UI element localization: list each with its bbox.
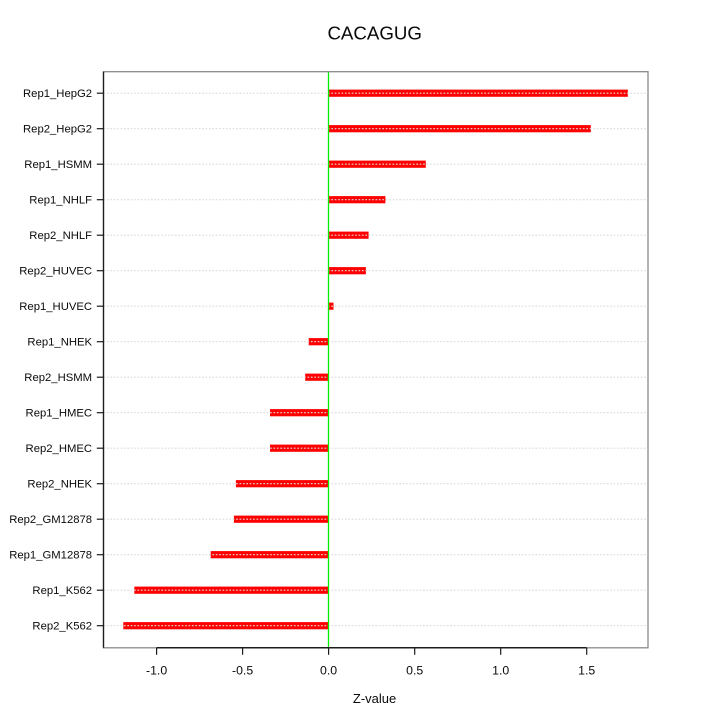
svg-text:Rep1_HSMM: Rep1_HSMM [24, 159, 92, 171]
svg-text:1.5: 1.5 [578, 664, 595, 678]
svg-text:Rep1_NHLF: Rep1_NHLF [29, 194, 92, 206]
svg-text:-1.0: -1.0 [146, 664, 167, 678]
svg-text:Rep2_NHLF: Rep2_NHLF [29, 230, 92, 242]
svg-text:Rep1_GM12878: Rep1_GM12878 [9, 549, 92, 561]
svg-text:Rep2_GM12878: Rep2_GM12878 [9, 514, 92, 526]
svg-text:1.0: 1.0 [492, 664, 509, 678]
svg-text:Rep2_K562: Rep2_K562 [32, 620, 92, 632]
svg-text:Rep1_K562: Rep1_K562 [32, 585, 92, 597]
svg-text:Rep2_NHEK: Rep2_NHEK [27, 478, 92, 490]
svg-text:Rep2_HUVEC: Rep2_HUVEC [19, 265, 92, 277]
svg-text:Rep1_HUVEC: Rep1_HUVEC [19, 301, 92, 313]
svg-text:Rep1_HMEC: Rep1_HMEC [26, 407, 93, 419]
svg-text:Rep2_HSMM: Rep2_HSMM [24, 372, 92, 384]
svg-text:-0.5: -0.5 [232, 664, 253, 678]
svg-text:0.5: 0.5 [406, 664, 423, 678]
svg-text:Rep2_HMEC: Rep2_HMEC [26, 443, 93, 455]
svg-text:Rep1_NHEK: Rep1_NHEK [27, 336, 92, 348]
svg-text:0.0: 0.0 [320, 664, 337, 678]
svg-text:Rep2_HepG2: Rep2_HepG2 [23, 123, 92, 135]
svg-text:CACAGUG: CACAGUG [327, 22, 422, 43]
svg-text:Rep1_HepG2: Rep1_HepG2 [23, 88, 92, 100]
svg-text:Z-value: Z-value [353, 691, 396, 706]
